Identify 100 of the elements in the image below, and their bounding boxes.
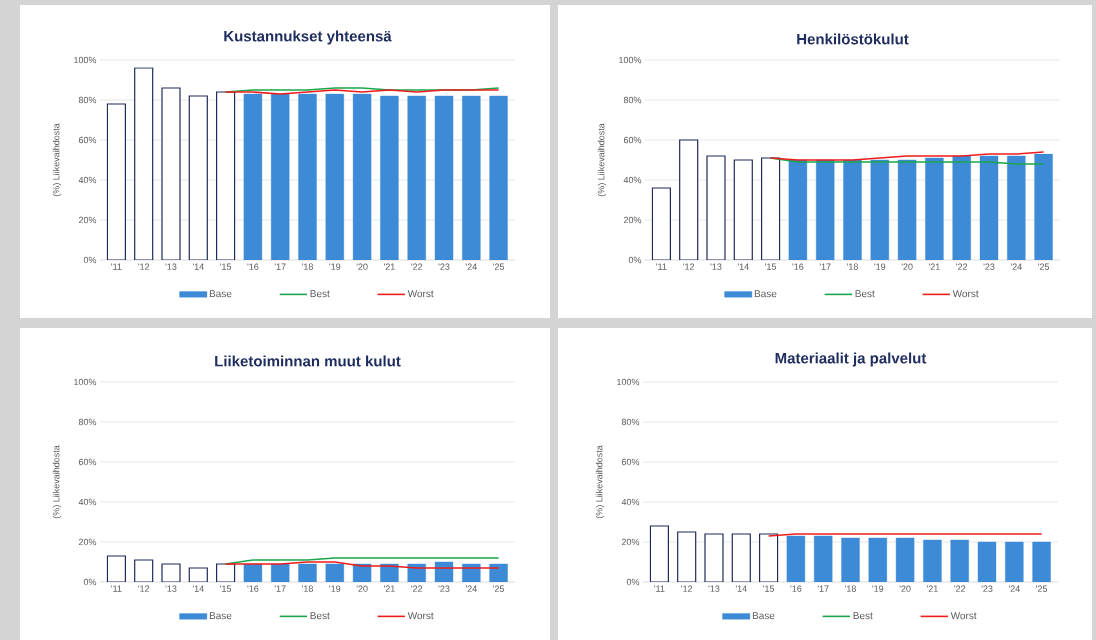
bar <box>407 95 426 260</box>
bar <box>325 93 345 260</box>
x-tick-label: '19 <box>872 585 884 592</box>
bar <box>897 159 917 260</box>
y-tick-label: 0% <box>83 578 97 586</box>
y-tick-label: 20% <box>621 538 640 546</box>
x-tick-label: '17 <box>274 585 286 592</box>
x-tick-label: '24 <box>1010 263 1022 270</box>
bar <box>1007 155 1026 260</box>
y-tick-label: 60% <box>623 136 642 144</box>
x-tick-label: '21 <box>927 585 938 592</box>
chart-title: Kustannukset yhteensä <box>224 30 392 45</box>
x-tick-label: '14 <box>192 263 204 270</box>
y-tick-label: 60% <box>621 458 640 466</box>
bar <box>298 93 317 260</box>
legend-label: Best <box>855 290 875 298</box>
x-tick-label: '17 <box>817 585 829 592</box>
chart-title: Henkilöstökulut <box>797 33 909 45</box>
x-tick-label: '20 <box>899 585 911 592</box>
x-tick-label: '13 <box>165 263 177 270</box>
bar <box>434 95 454 260</box>
legend-label: Worst <box>407 612 434 620</box>
x-tick-label: '17 <box>819 263 831 270</box>
legend-label: Worst <box>952 290 979 298</box>
x-tick-label: '14 <box>735 585 747 592</box>
legend-label: Base <box>209 612 232 620</box>
x-tick-label: '11 <box>656 263 667 270</box>
bar <box>407 563 426 582</box>
x-tick-label: '13 <box>708 585 720 592</box>
x-tick-label: '16 <box>792 263 804 270</box>
x-tick-label: '11 <box>654 585 665 592</box>
y-tick-label: 80% <box>78 96 97 104</box>
x-tick-label: '16 <box>247 585 259 592</box>
x-tick-label: '11 <box>111 585 122 592</box>
legend-label: Worst <box>950 612 977 620</box>
bar <box>243 93 263 260</box>
legend-label: Base <box>752 612 775 620</box>
x-tick-label: '16 <box>790 585 802 592</box>
x-tick-label: '18 <box>847 263 858 270</box>
y-tick-label: 40% <box>621 498 640 506</box>
bar <box>679 139 699 260</box>
bar <box>462 95 481 260</box>
y-tick-label: 40% <box>623 176 642 184</box>
y-tick-label: 0% <box>628 256 642 264</box>
bar <box>298 563 317 582</box>
x-tick-label: '12 <box>138 585 150 592</box>
y-tick-label: 80% <box>78 418 97 426</box>
x-tick-label: '12 <box>683 263 695 270</box>
x-tick-label: '23 <box>983 263 995 270</box>
legend-label: Base <box>209 290 232 298</box>
bar <box>380 95 399 260</box>
y-tick-label: 20% <box>78 216 97 224</box>
bar <box>925 157 944 260</box>
x-tick-label: '18 <box>302 263 313 270</box>
x-tick-label: '19 <box>329 263 341 270</box>
x-tick-label: '19 <box>329 585 341 592</box>
y-tick-label: 60% <box>78 458 97 466</box>
x-tick-label: '21 <box>384 585 395 592</box>
y-tick-label: 100% <box>74 378 97 386</box>
bar <box>870 159 889 260</box>
x-tick-label: '23 <box>438 585 450 592</box>
x-tick-label: '22 <box>411 263 423 270</box>
x-tick-label: '24 <box>465 263 477 270</box>
x-tick-label: '20 <box>356 263 368 270</box>
bar <box>352 93 372 260</box>
y-tick-label: 80% <box>623 96 642 104</box>
y-tick-label: 60% <box>78 136 97 144</box>
y-tick-label: 40% <box>78 498 97 506</box>
x-tick-label: '13 <box>710 263 722 270</box>
bar <box>271 563 290 582</box>
bar <box>434 561 454 582</box>
x-tick-label: '24 <box>1008 585 1020 592</box>
bar <box>788 159 808 260</box>
x-tick-label: '22 <box>956 263 968 270</box>
chart-title: Materiaalit ja palvelut <box>775 352 927 367</box>
x-tick-label: '25 <box>493 263 505 270</box>
legend-label: Best <box>310 290 330 298</box>
bar <box>843 159 862 260</box>
y-tick-label: 100% <box>617 378 640 386</box>
legend-label: Best <box>310 612 330 620</box>
bar <box>325 563 345 582</box>
bar <box>979 155 999 260</box>
x-tick-label: '25 <box>1036 585 1048 592</box>
y-axis-title: (%) Liikevaihdosta <box>52 123 62 197</box>
legend-label: Worst <box>407 290 434 298</box>
x-tick-label: '14 <box>737 263 749 270</box>
bar <box>243 563 263 582</box>
x-tick-label: '15 <box>765 263 777 270</box>
x-tick-label: '20 <box>356 585 368 592</box>
y-tick-label: 100% <box>74 56 97 64</box>
x-tick-label: '25 <box>493 585 505 592</box>
y-tick-label: 0% <box>626 578 640 586</box>
bar <box>352 563 372 582</box>
x-tick-label: '15 <box>220 263 232 270</box>
x-tick-label: '24 <box>465 585 477 592</box>
legend-label: Base <box>754 290 777 298</box>
x-tick-label: '18 <box>302 585 313 592</box>
bar <box>380 563 399 582</box>
y-tick-label: 80% <box>621 418 640 426</box>
x-tick-label: '21 <box>929 263 940 270</box>
